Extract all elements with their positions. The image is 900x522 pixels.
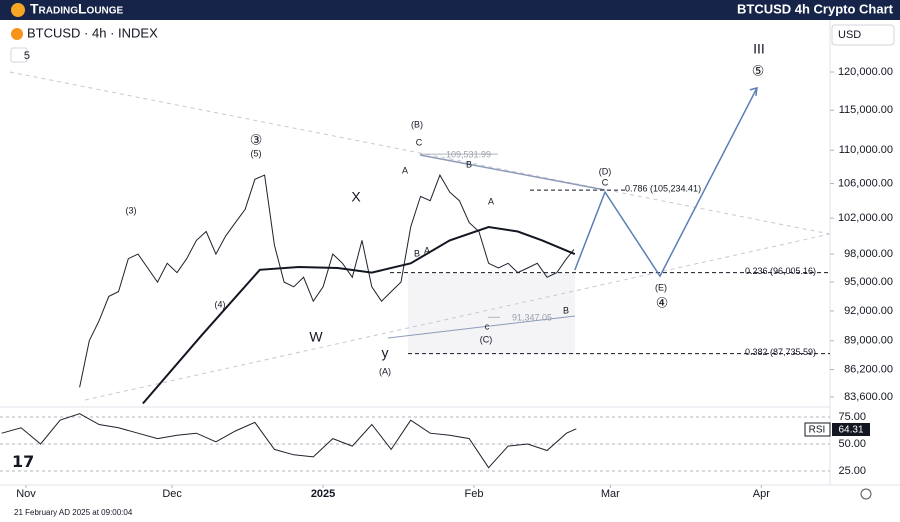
timestamp: 21 February AD 2025 at 09:00:04: [14, 508, 133, 517]
wave-label: A: [488, 196, 494, 206]
rsi-value: 64.31: [838, 425, 863, 436]
wave-label: ④: [656, 295, 669, 311]
channel-line: [387, 315, 576, 339]
x-tick-label: Apr: [753, 488, 770, 500]
trend-line: [9, 71, 831, 235]
rsi-name: RSI: [809, 425, 826, 436]
y-tick-label: 95,000.00: [844, 276, 893, 288]
header-title: BTCUSD 4h Crypto Chart: [737, 1, 894, 16]
fib-label: 0.382 (87,735.59): [745, 347, 816, 357]
logo-text: TradingLounge: [30, 1, 124, 17]
projection-line: [574, 87, 758, 278]
btc-icon: [11, 28, 23, 40]
wave-label: III: [753, 41, 765, 57]
tv-logo: 𝟭𝟳: [12, 454, 34, 471]
rsi-tag: [804, 422, 831, 437]
wave-label: C: [602, 177, 609, 187]
wave-label: W: [309, 329, 323, 345]
logo-icon: [11, 3, 25, 17]
wave-label: X: [351, 189, 361, 205]
wave-label: c: [485, 321, 490, 331]
wave-label: C: [416, 137, 423, 147]
y-tick-label: 83,600.00: [844, 391, 893, 403]
wave-label: A: [402, 165, 408, 175]
price-note: 91,347.05: [512, 313, 552, 323]
wave-label: y: [382, 345, 389, 361]
wave-label: (D): [599, 166, 612, 176]
x-tick-label: Nov: [16, 488, 36, 500]
wave-label: (4): [215, 299, 226, 309]
y-tick-label: 92,000.00: [844, 305, 893, 317]
y-tick-label: 102,000.00: [838, 212, 893, 224]
currency-text[interactable]: USD: [838, 29, 861, 41]
y-tick-label: 110,000.00: [839, 144, 893, 156]
rsi-value-tag: [832, 423, 870, 436]
projection-arrow: [749, 86, 758, 96]
y-tick-label: 120,000.00: [838, 66, 893, 78]
wave-label: B: [563, 305, 569, 315]
price-line: [79, 173, 575, 388]
price-line: [142, 225, 576, 405]
fib-label: 0.236 (96,005.16): [745, 266, 816, 276]
settings-icon[interactable]: [860, 488, 872, 500]
wave-label: A: [424, 245, 430, 255]
wave-label: ⑤: [752, 63, 765, 79]
rsi-line: [1, 413, 577, 469]
y-tick-label: 106,000.00: [838, 177, 893, 189]
y-tick-label: 115,000.00: [839, 104, 893, 116]
channel-line: [419, 154, 606, 191]
rsi-tick-label: 25.00: [838, 465, 866, 477]
interval-box[interactable]: [10, 47, 28, 63]
x-tick-label: 2025: [311, 488, 335, 500]
rsi-tick-label: 50.00: [838, 438, 866, 450]
range-box: [408, 273, 575, 354]
x-tick-label: Feb: [465, 488, 484, 500]
fib-label: 0.786 (105,234.41): [625, 183, 701, 193]
wave-label: (C): [480, 334, 493, 344]
wave-label: B: [414, 248, 420, 258]
wave-label: (5): [251, 148, 262, 158]
wave-label: (A): [379, 366, 391, 376]
y-tick-label: 86,200.00: [844, 363, 893, 375]
wave-label: (E): [655, 282, 667, 292]
x-tick-label: Dec: [162, 488, 182, 500]
interval-text[interactable]: 5: [24, 50, 30, 62]
header-bar: [0, 0, 900, 20]
y-tick-label: 98,000.00: [844, 248, 893, 260]
y-tick-label: 89,000.00: [844, 335, 893, 347]
wave-label: ③: [250, 132, 263, 148]
x-tick-label: Mar: [601, 488, 620, 500]
symbol-title: BTCUSD · 4h · INDEX: [27, 25, 158, 40]
wave-label: B: [466, 159, 472, 169]
rsi-tick-label: 75.00: [838, 411, 866, 423]
wave-label: (B): [411, 119, 423, 129]
currency-box[interactable]: [831, 24, 895, 46]
wave-label: (3): [126, 205, 137, 215]
price-note: 109,531.99: [446, 149, 491, 159]
